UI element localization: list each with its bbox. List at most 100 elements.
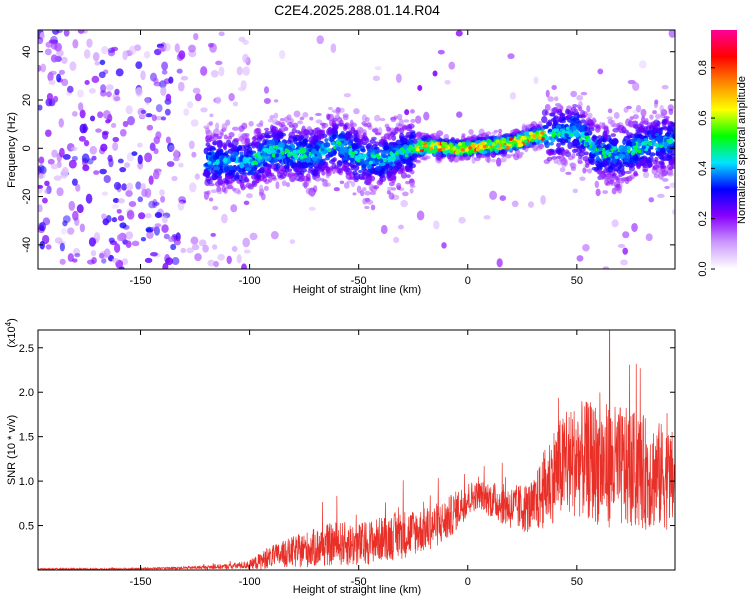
spectrogram-core-point: [379, 159, 384, 164]
spectrogram-blob: [633, 124, 639, 129]
spectrogram-core-point: [648, 142, 653, 146]
spectrogram-frame: [37, 29, 676, 270]
spectrogram-blob: [372, 128, 378, 133]
spectrogram-core-point: [456, 145, 461, 150]
spectrogram-blob: [50, 54, 58, 63]
spectrogram-blob: [302, 112, 309, 118]
spectrogram-blob: [150, 226, 157, 231]
spectrogram-blob: [135, 86, 143, 97]
spectrogram-blob: [403, 119, 410, 123]
spectrogram-blob: [602, 266, 610, 269]
spectrogram-blob: [390, 175, 397, 184]
spectrogram-blob: [586, 105, 591, 113]
spectrogram-blob: [407, 140, 414, 146]
spectrogram-core-point: [641, 145, 646, 150]
spectrogram-blob: [622, 231, 630, 239]
spectrogram-blob: [551, 85, 557, 91]
spectrogram-blob: [266, 163, 272, 169]
spectrogram-blob: [211, 176, 218, 181]
colorbar-tick-label: 0.4: [697, 161, 709, 176]
spectrogram-blob: [38, 156, 45, 164]
spectrogram-blob: [624, 170, 632, 174]
spectrogram-blob: [223, 157, 228, 163]
spectrogram-blob: [66, 85, 74, 93]
spectrogram-blob: [409, 188, 414, 194]
spectrogram-blob: [278, 50, 286, 60]
spectrogram-core-point: [520, 135, 525, 140]
spectrogram-blob: [372, 75, 381, 82]
spectrogram-blob: [221, 213, 228, 224]
spectrogram-core-point: [280, 151, 285, 155]
spectrogram-blob: [328, 106, 334, 111]
spectrogram-blob: [455, 30, 463, 37]
spectrogram-blob: [327, 150, 335, 158]
spectrogram-blob: [110, 122, 117, 129]
spectrogram-blob: [231, 245, 238, 252]
spectrogram-blob: [254, 179, 260, 184]
spectrogram-blob: [283, 116, 290, 123]
spectrogram-core-point: [292, 149, 297, 154]
spectrogram-blob: [579, 119, 587, 124]
spectrogram-blob: [383, 141, 389, 147]
spectrogram-blob: [148, 175, 154, 185]
spectrogram-blob: [101, 213, 107, 220]
spectrogram-blob: [301, 168, 308, 173]
spectrogram-blob: [657, 193, 665, 199]
spectrogram-blob: [114, 96, 121, 102]
spectrogram-blob: [89, 115, 96, 122]
spectrogram-blob: [650, 138, 656, 147]
spectrogram-blob: [144, 152, 153, 163]
spectrogram-blob: [127, 116, 135, 126]
spectrogram-blob: [102, 109, 111, 120]
spectrogram-blob: [530, 121, 538, 128]
spectrogram-core-point: [382, 158, 387, 163]
spectrogram-core-point: [585, 141, 590, 146]
spectrogram-blob: [401, 124, 408, 131]
spectrogram-blob: [369, 191, 377, 196]
spectrogram-blob: [626, 134, 633, 139]
spectrogram-blob: [361, 142, 368, 146]
spectrogram-blob: [363, 179, 371, 186]
spectrogram-blob: [112, 198, 120, 204]
spectrogram-blob: [79, 109, 86, 119]
spectrogram-blob: [387, 186, 393, 191]
spectrogram-blob: [456, 111, 463, 118]
spectrogram-blob: [353, 172, 361, 181]
spectrogram-blob: [324, 157, 330, 161]
spectrogram-blob: [573, 108, 579, 114]
spectrogram-blob: [126, 182, 134, 191]
spectrogram-blob: [633, 172, 639, 177]
spectrogram-blob: [540, 195, 546, 205]
spectrogram-blob: [286, 158, 293, 163]
spectrogram-blob: [458, 216, 466, 224]
spectrogram-blob: [339, 146, 346, 154]
spectrogram-blob: [105, 119, 111, 124]
spectrogram-blob: [135, 61, 143, 69]
spectrogram-core-point: [478, 145, 483, 149]
spectrogram-core-point: [434, 142, 439, 146]
spectrogram-blob: [579, 176, 586, 182]
spectrogram-blob: [290, 176, 295, 182]
spectrogram-blob: [174, 43, 180, 53]
spectrogram-blob: [171, 257, 180, 266]
colorbar-tick-label: 0.6: [697, 110, 709, 125]
spectrogram-blob: [388, 141, 396, 145]
spectrogram-blob: [245, 178, 250, 183]
spectrogram-blob: [576, 94, 584, 101]
spectrogram-blob: [409, 184, 416, 189]
spectrogram-blob: [73, 247, 80, 257]
spectrogram-blob: [611, 137, 619, 146]
spectrogram-blob: [302, 138, 308, 144]
spectrogram-blob: [81, 153, 90, 164]
spectrogram-blob: [125, 190, 133, 197]
spectrogram-blob: [191, 151, 197, 158]
spectrogram-blob: [373, 185, 380, 190]
spectrogram-blob: [44, 48, 52, 56]
spectrogram-blob: [125, 105, 133, 115]
spectrogram-blob: [56, 187, 64, 197]
spectrogram-blob: [656, 135, 664, 143]
spectrogram-core-point: [356, 158, 361, 163]
y-tick-label: 1.0: [19, 476, 34, 488]
spectrogram-blob: [580, 91, 588, 96]
